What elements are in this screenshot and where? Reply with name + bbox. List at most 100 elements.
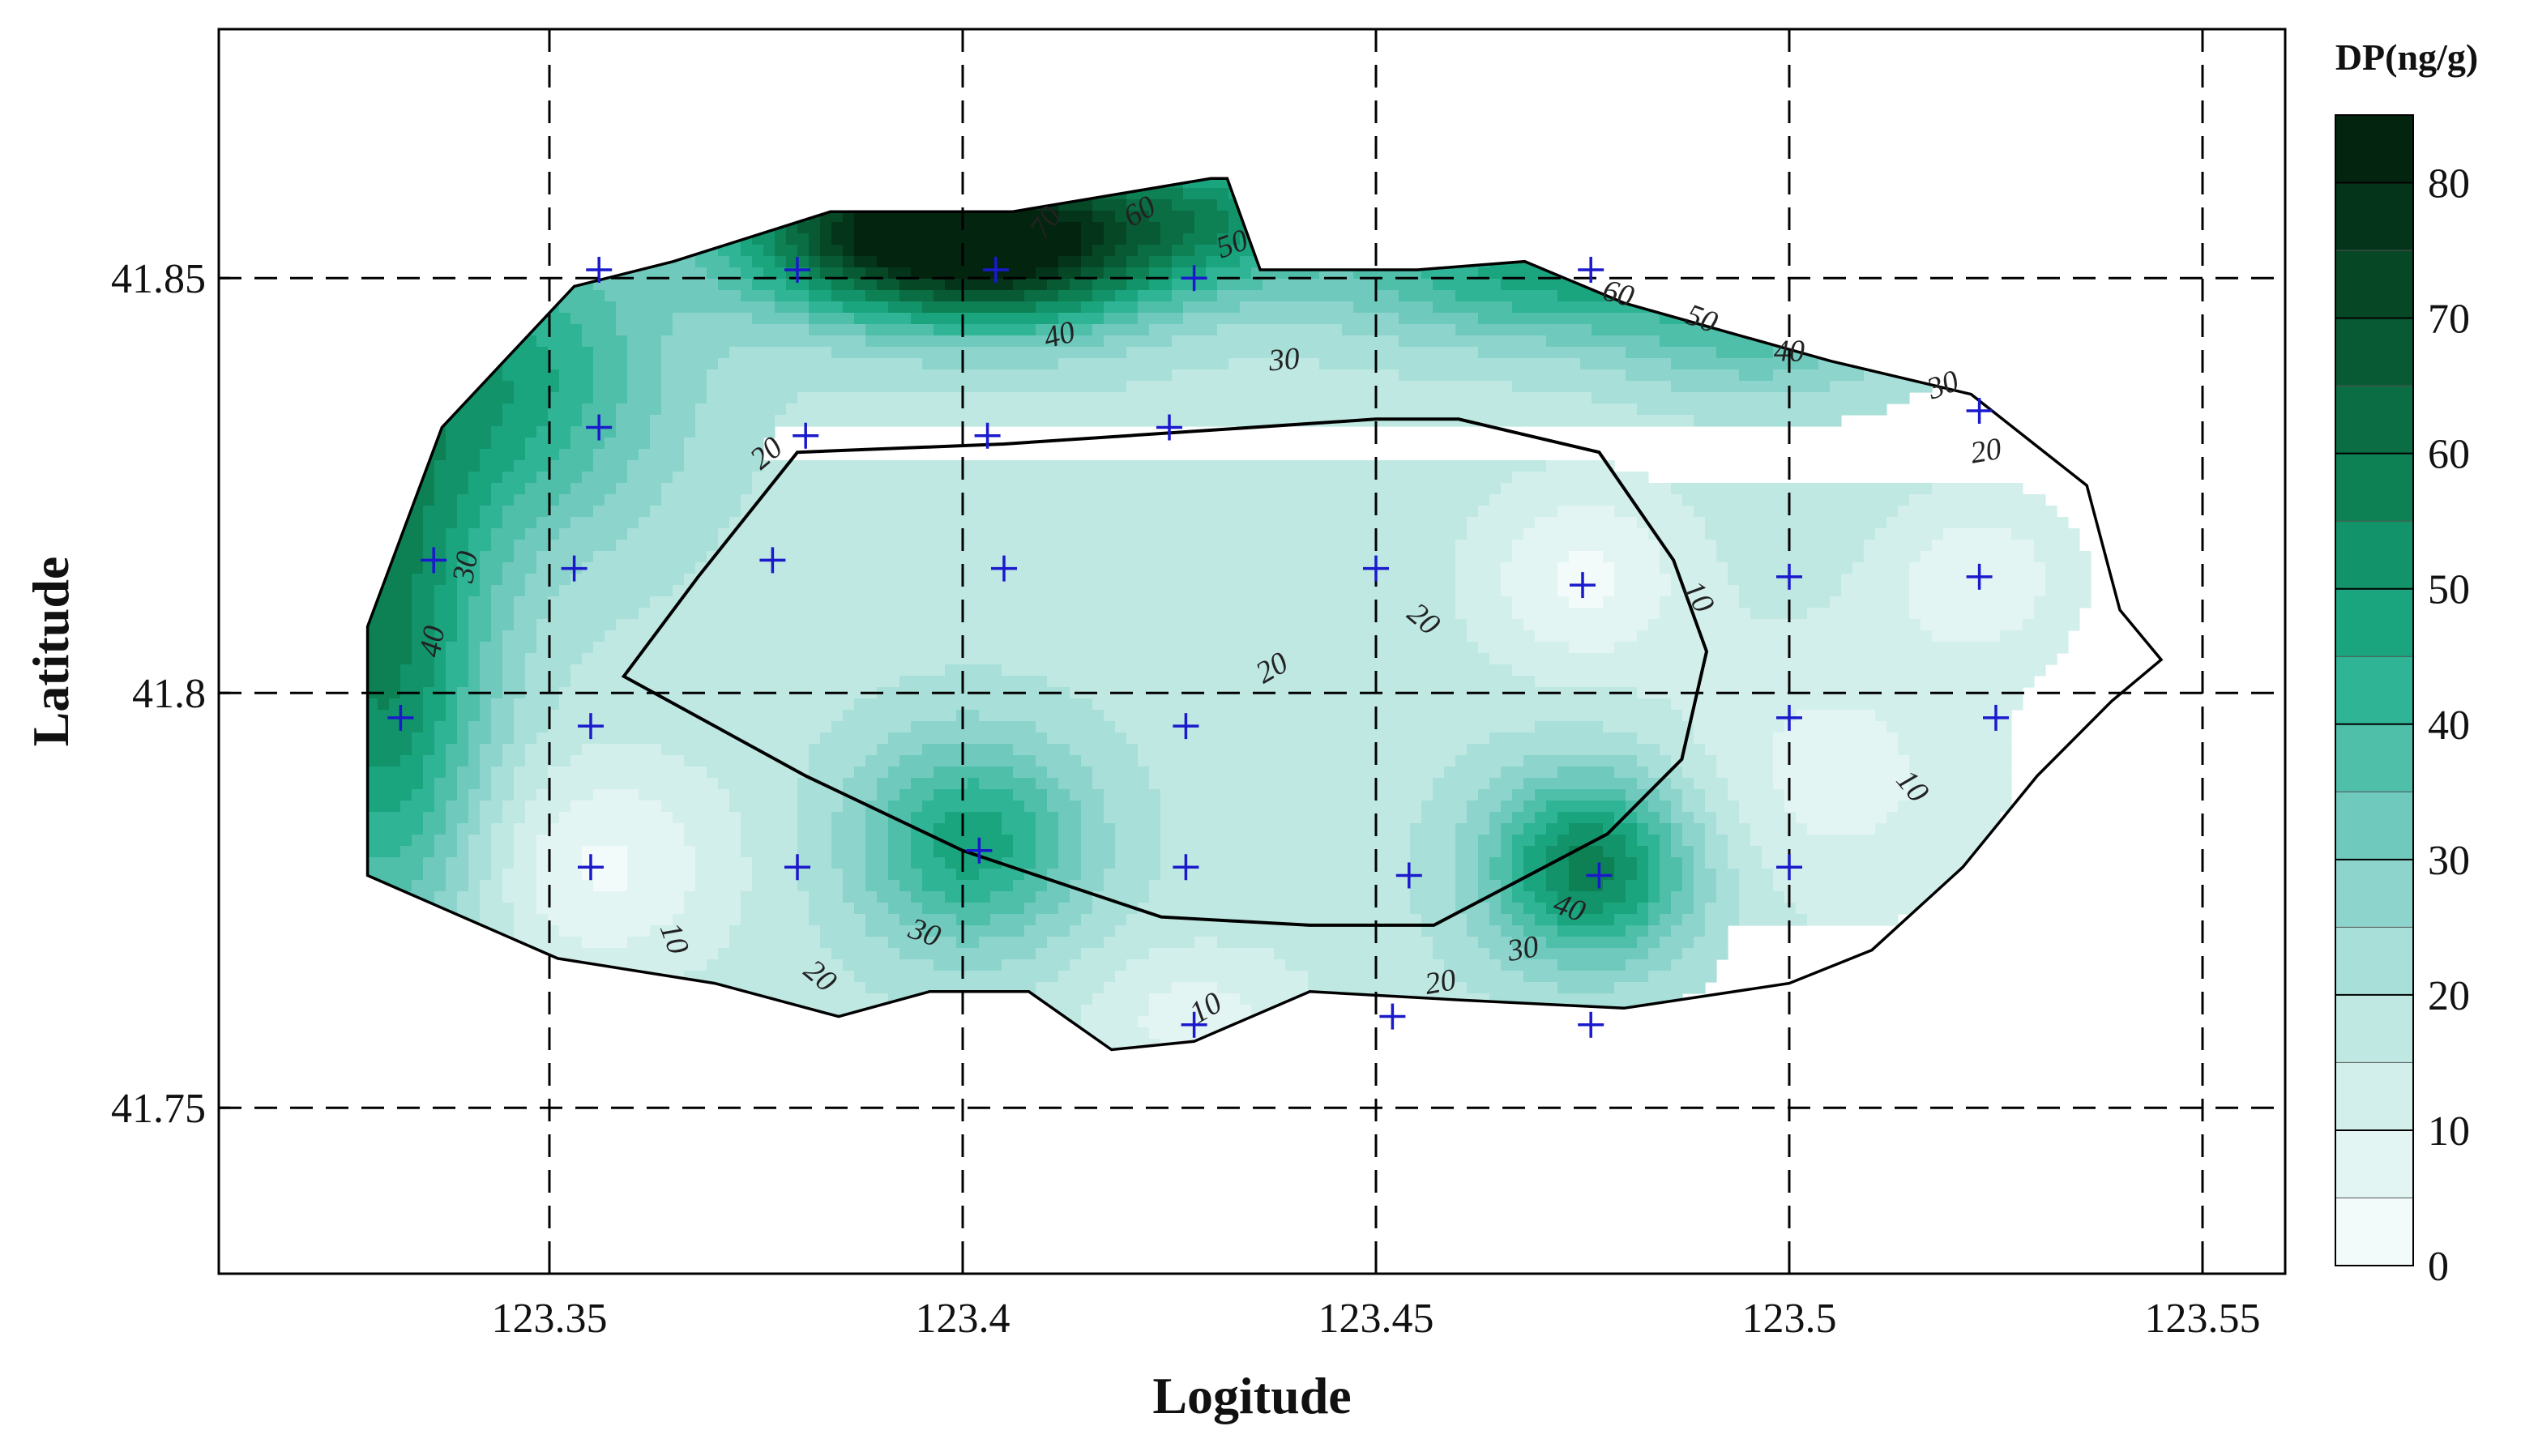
field-cell [298,358,322,370]
field-cell [219,959,242,971]
field-cell [854,245,1082,257]
field-cell [1501,959,1558,971]
field-cell [831,188,855,200]
field-cell [219,982,254,994]
colorbar-tick-label: 70 [2428,297,2470,343]
field-cell [230,290,288,302]
field-cell [367,256,401,268]
field-cell [219,1073,288,1085]
field-cell [1036,778,1059,790]
field-cell [367,744,412,756]
field-cell [219,937,242,949]
field-cell [514,857,537,869]
field-cell [219,914,231,926]
field-cell [287,551,310,563]
field-cell [468,880,481,892]
field-cell [627,347,662,359]
field-cell [854,313,912,325]
field-cell [1648,846,1660,858]
field-cell [446,540,469,552]
sample-site-marker [1966,398,1993,425]
sample-site-marker [578,713,604,740]
field-cell [1172,290,1218,302]
field-cell [1070,925,1116,937]
field-cell [1126,959,1286,971]
field-cell [1433,789,1479,801]
field-cell [2045,562,2092,574]
field-cell [1626,891,1649,903]
field-cell [1660,789,1683,801]
field-cell [1319,178,1365,189]
field-cell [287,925,333,937]
field-cell [434,676,446,688]
field-cell [1036,165,1082,177]
field-cell [219,506,254,518]
field-cell [559,925,651,937]
field-cell [1705,256,1751,268]
field-cell [298,937,344,949]
field-cell [310,528,322,540]
field-cell [446,755,469,767]
field-cell [627,369,662,382]
field-cell [1126,267,1150,280]
field-cell [298,506,310,518]
field-cell [820,222,832,234]
field-cell [888,869,923,881]
field-cell [1455,540,1513,552]
field-cell [367,324,390,336]
field-cell [219,109,344,121]
field-cell [1467,630,1536,643]
field-cell [241,574,276,586]
field-cell [367,869,424,881]
field-cell [446,528,469,540]
field-cell [525,801,571,813]
field-cell [1682,835,1706,847]
field-cell [1773,732,1899,745]
field-cell [1501,801,1524,813]
field-cell [1160,154,1241,166]
field-cell [367,415,401,427]
field-cell [1115,211,1150,223]
field-cell [434,642,446,654]
field-cell [310,506,333,518]
field-cell [219,585,242,597]
field-cell [1739,585,1842,597]
field-cell [310,562,322,574]
field-cell [854,903,889,915]
field-cell [219,801,265,813]
field-cell [809,755,866,767]
field-cell [854,199,878,211]
field-cell [468,789,492,801]
field-cell [321,789,356,801]
field-cell [559,381,594,393]
field-cell [990,891,1036,903]
field-cell [491,835,515,847]
field-cell [412,313,515,325]
field-cell [502,574,526,586]
field-cell [1909,778,2012,790]
field-cell [1728,290,1785,302]
field-cell [367,1005,424,1017]
field-cell [820,199,832,211]
field-cell [1898,335,1978,348]
field-cell [1682,710,1797,722]
field-cell [287,403,310,416]
field-cell [491,846,515,858]
field-cell [1909,608,2035,620]
field-cell [253,528,276,540]
field-cell [321,449,333,461]
field-cell [1319,1016,1536,1028]
field-cell [400,948,446,960]
field-cell [378,483,435,495]
field-cell [525,449,560,461]
field-cell [219,562,242,574]
field-cell [468,483,492,495]
field-cell [287,608,310,620]
field-cell [1637,517,1706,529]
field-cell [264,846,299,858]
field-cell [321,233,367,246]
field-cell [1671,835,1683,847]
field-cell [468,676,481,688]
x-axis-ticks: 123.35 123.4 123.45 123.5 123.55 [492,1262,2261,1342]
